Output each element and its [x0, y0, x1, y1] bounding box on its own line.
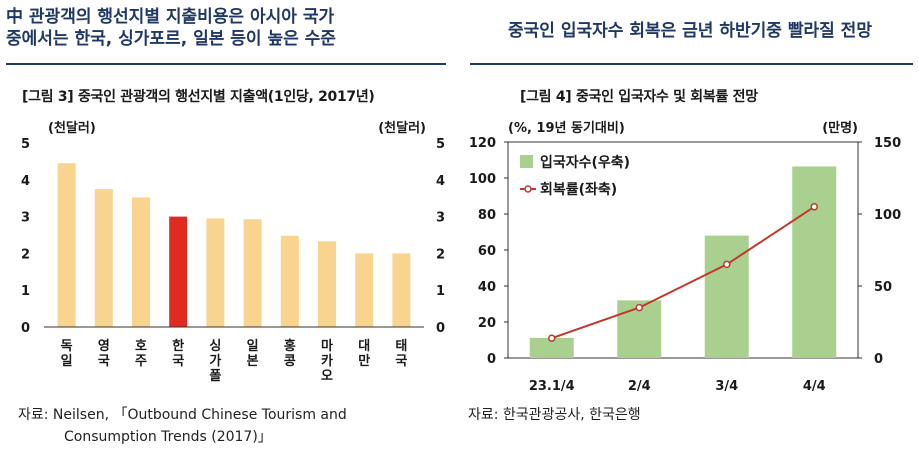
chart1-bar: [57, 163, 76, 327]
chart2-bar: [792, 166, 837, 358]
chart1-category-label: 싱: [209, 339, 221, 354]
chart2-right-unit: (만명): [822, 120, 858, 136]
chart2-bar: [704, 235, 749, 358]
chart1-category-label: 카: [321, 354, 333, 369]
chart1-title: [그림 3] 중국인 관광객의 행선지별 지출액(1인당, 2017년): [22, 89, 375, 105]
chart2-category-label: 4/4: [803, 379, 826, 394]
chart2-legend-line-marker: [524, 185, 532, 193]
chart1-ytick-right: 3: [436, 211, 445, 226]
chart1-ytick-left: 0: [21, 321, 30, 336]
chart1-category-label: 일: [61, 354, 73, 369]
chart1-category-label: 대: [358, 339, 370, 354]
chart2-line-point: [723, 260, 731, 269]
chart2-ytick-left: 0: [487, 352, 496, 367]
left-headline-line2: 중에서는 한국, 싱가포르, 일본 등이 높은 수준: [6, 29, 336, 49]
chart1-category-label: 영: [98, 339, 110, 354]
chart1-category-label: 국: [395, 354, 407, 369]
chart1-bar: [318, 241, 336, 327]
left-source-line2: Consumption Trends (2017)」: [64, 429, 272, 445]
chart1-category-label: 마: [321, 338, 333, 354]
chart2-ytick-left: 100: [469, 172, 496, 187]
chart1-ytick-left: 4: [21, 174, 30, 189]
chart2-legend-bar-swatch: [520, 155, 533, 168]
chart2-category-label: 23.1/4: [529, 379, 575, 394]
chart1-ytick-right: 4: [436, 174, 445, 189]
chart1-category-label: 한: [172, 338, 184, 354]
chart1-bar: [132, 197, 150, 327]
chart1-ytick-right: 1: [436, 284, 445, 299]
chart2-ytick-right: 50: [874, 280, 892, 295]
chart1-bar: [355, 253, 374, 327]
chart1-bar: [169, 216, 188, 327]
chart1-category-label: 주: [135, 354, 147, 369]
chart1-category-label: 독: [61, 339, 73, 354]
chart2-ytick-left: 40: [478, 280, 496, 295]
chart1-category-label: 만: [358, 353, 370, 369]
chart2-ytick-right: 0: [874, 352, 883, 367]
right-source: 자료: 한국관광공사, 한국은행: [468, 407, 641, 423]
chart1-category-label: 본: [247, 354, 259, 369]
chart1-category-label: 일: [247, 339, 259, 354]
chart1-category-label: 국: [172, 354, 184, 369]
left-headline-line1: 中 관광객의 행선지별 지출비용은 아시아 국가: [6, 7, 335, 27]
chart1-ytick-left: 3: [21, 211, 30, 226]
chart2-title: [그림 4] 중국인 입국자수 및 회복률 전망: [520, 89, 758, 105]
chart2-category-label: 3/4: [715, 379, 738, 394]
chart2-ytick-left: 80: [478, 208, 496, 223]
left-headline: 中 관광객의 행선지별 지출비용은 아시아 국가 중에서는 한국, 싱가포르, …: [6, 6, 446, 50]
chart2-ytick-left: 60: [478, 244, 496, 259]
chart1-category-label: 호: [135, 339, 147, 354]
chart1-category-label: 국: [98, 354, 110, 369]
chart2-category-label: 2/4: [628, 379, 651, 394]
chart1-category-label: 태: [395, 339, 407, 354]
chart1-category-label: 홍: [284, 338, 296, 354]
left-divider: [6, 63, 446, 65]
chart2-legend-line-label: 회복률(좌축): [540, 181, 617, 198]
chart2-ytick-left: 20: [478, 316, 496, 331]
chart1-category-label: 가: [209, 354, 221, 369]
chart1-right-unit: (천달러): [378, 120, 426, 136]
chart2-bar: [529, 337, 574, 358]
chart1-bar: [392, 253, 411, 327]
chart1-category-label: 콩: [284, 354, 296, 369]
chart1-ytick-right: 5: [436, 137, 445, 152]
chart1-left-unit: (천달러): [48, 120, 96, 136]
chart1-category-label: 폴: [209, 369, 221, 384]
chart1-ytick-right: 2: [436, 247, 445, 262]
chart1-ytick-left: 1: [21, 284, 30, 299]
chart2-left-unit: (%, 19년 동기대비): [508, 121, 625, 136]
right-divider: [470, 63, 913, 65]
chart2-ytick-right: 100: [874, 208, 901, 223]
chart1-bar: [206, 218, 225, 327]
chart2-line-point: [548, 334, 556, 342]
chart2-line-point: [810, 203, 818, 211]
chart2-ytick-right: 150: [874, 136, 901, 151]
left-source: 자료: Neilsen, 「Outbound Chinese Tourism a…: [18, 404, 438, 448]
chart2-line-point: [635, 303, 643, 312]
right-headline: 중국인 입국자수 회복은 금년 하반기중 빨라질 전망: [508, 21, 872, 41]
chart2-line: [551, 205, 815, 340]
chart2-plot-frame: [507, 141, 859, 359]
chart1-ytick-right: 0: [436, 321, 445, 336]
chart1-bar: [94, 189, 113, 327]
chart2-legend-bar-label: 입국자수(우축): [540, 155, 630, 171]
chart1-ytick-left: 5: [21, 137, 30, 152]
chart1-category-label: 오: [321, 369, 333, 384]
chart1-ytick-left: 2: [21, 247, 30, 262]
left-source-line1: 자료: Neilsen, 「Outbound Chinese Tourism a…: [18, 407, 347, 423]
chart2-ytick-left: 120: [469, 136, 496, 151]
chart1-bar: [280, 235, 299, 327]
chart1-bar: [243, 219, 262, 327]
